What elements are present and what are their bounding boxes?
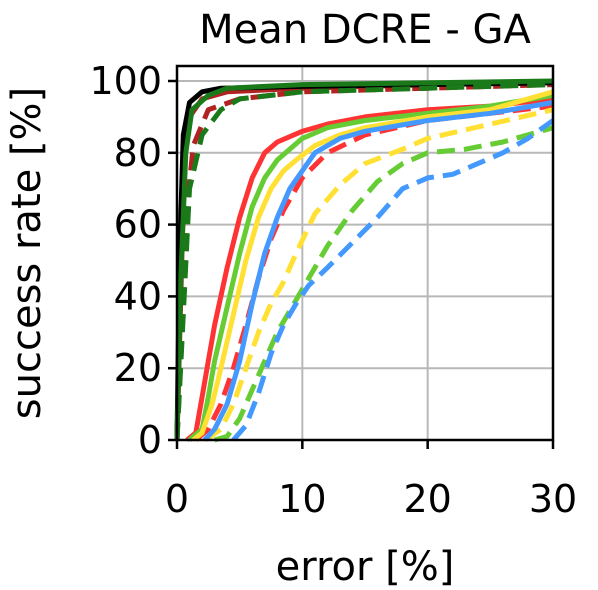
y-tick-label-0: 0 [138,418,162,462]
x-ticks: 0 10 20 30 [165,440,577,521]
plot-frame [175,64,555,442]
x-tick-label-1: 10 [278,477,326,521]
series-group [174,78,555,443]
y-axis-label: success rate [%] [4,87,50,419]
x-tick-label-3: 30 [529,477,577,521]
series-line-8 [213,125,554,443]
series-line-4 [174,82,554,441]
y-tick-label-1: 20 [114,346,162,390]
series-line-3 [174,78,554,441]
series-line-10 [204,107,554,443]
chart-title: Mean DCRE - GA [199,7,531,53]
y-tick-label-3: 60 [114,203,162,247]
y-ticks: 0 20 40 60 80 100 [89,59,177,462]
series-line-12 [231,118,555,442]
x-tick-label-0: 0 [165,477,189,521]
series-line-11 [202,100,554,442]
y-tick-label-5: 100 [89,59,162,103]
series-line-7 [187,92,554,442]
series-line-5 [185,96,554,442]
series-line-9 [191,89,554,442]
y-tick-label-2: 40 [114,274,162,318]
y-tick-label-4: 80 [114,131,162,175]
x-axis-label: error [%] [276,544,455,590]
x-tick-label-2: 20 [403,477,451,521]
